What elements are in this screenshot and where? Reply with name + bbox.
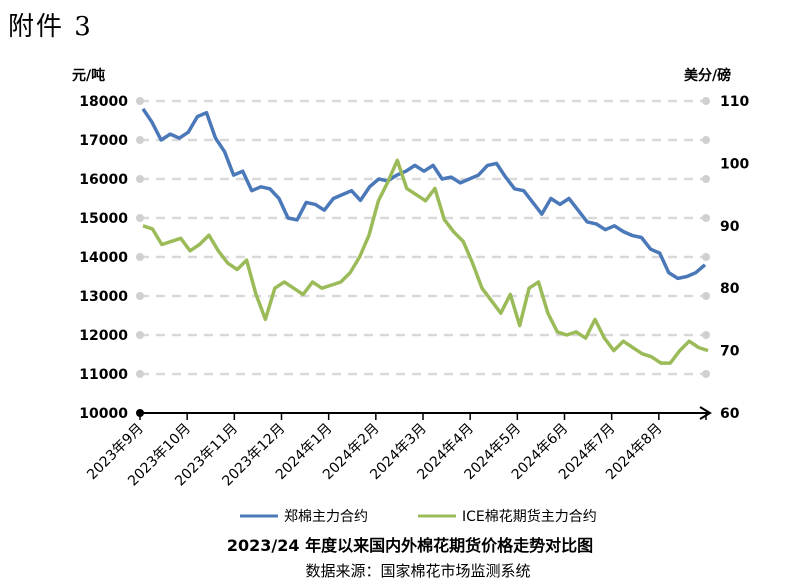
left-tick-label: 18000 [79,94,128,110]
left-tick-label: 12000 [79,328,128,344]
right-tick-label: 70 [720,344,740,360]
left-tick-label: 13000 [79,289,128,305]
right-tick-label: 90 [720,219,740,235]
grid-dot [136,292,144,300]
grid-dot [702,370,710,378]
attachment-label: 附件 3 [8,12,93,42]
grid-dot [702,97,710,105]
left-axis-ticks: 10000 11000 12000 13000 14000 15000 16000 17000… [79,94,128,422]
right-tick-label: 80 [720,281,740,297]
series-lines [141,107,709,365]
x-axis-arrow-icon [699,406,712,420]
grid-dot [136,253,144,261]
left-tick-label: 17000 [79,133,128,149]
left-tick-label: 10000 [79,406,128,422]
grid-dot [702,253,710,261]
left-tick-label: 15000 [79,211,128,227]
x-axis: 2023年9月2023年10月2023年11月2023年12月2024年1月20… [84,406,712,489]
gridlines [136,97,710,378]
right-tick-label: 100 [720,156,749,172]
left-axis-unit: 元/吨 [72,67,105,84]
left-tick-label: 11000 [79,367,128,383]
series-line-zhengmian [141,107,707,281]
grid-dot [702,175,710,183]
legend: 郑棉主力合约 ICE棉花期货主力合约 [240,508,597,525]
grid-dot [136,136,144,144]
series-line-ice [142,158,709,365]
grid-dot [702,331,710,339]
grid-dot [136,97,144,105]
grid-dot [136,370,144,378]
legend-label-zhengmian: 郑棉主力合约 [284,508,368,525]
left-tick-label: 16000 [79,172,128,188]
chart-source: 数据来源：国家棉花市场监测系统 [305,562,530,580]
grid-dot [136,331,144,339]
right-axis-ticks: 60 70 80 90 100 110 [720,94,749,422]
grid-dot [136,214,144,222]
grid-dot [702,292,710,300]
left-tick-label: 14000 [79,250,128,266]
right-axis-unit: 美分/磅 [684,67,731,84]
grid-dot [702,214,710,222]
legend-label-ice: ICE棉花期货主力合约 [462,508,597,525]
grid-dot [702,136,710,144]
right-tick-label: 60 [720,406,740,422]
right-tick-label: 110 [720,94,749,110]
grid-dot [136,175,144,183]
chart-title: 2023/24 年度以来国内外棉花期货价格走势对比图 [227,536,593,555]
